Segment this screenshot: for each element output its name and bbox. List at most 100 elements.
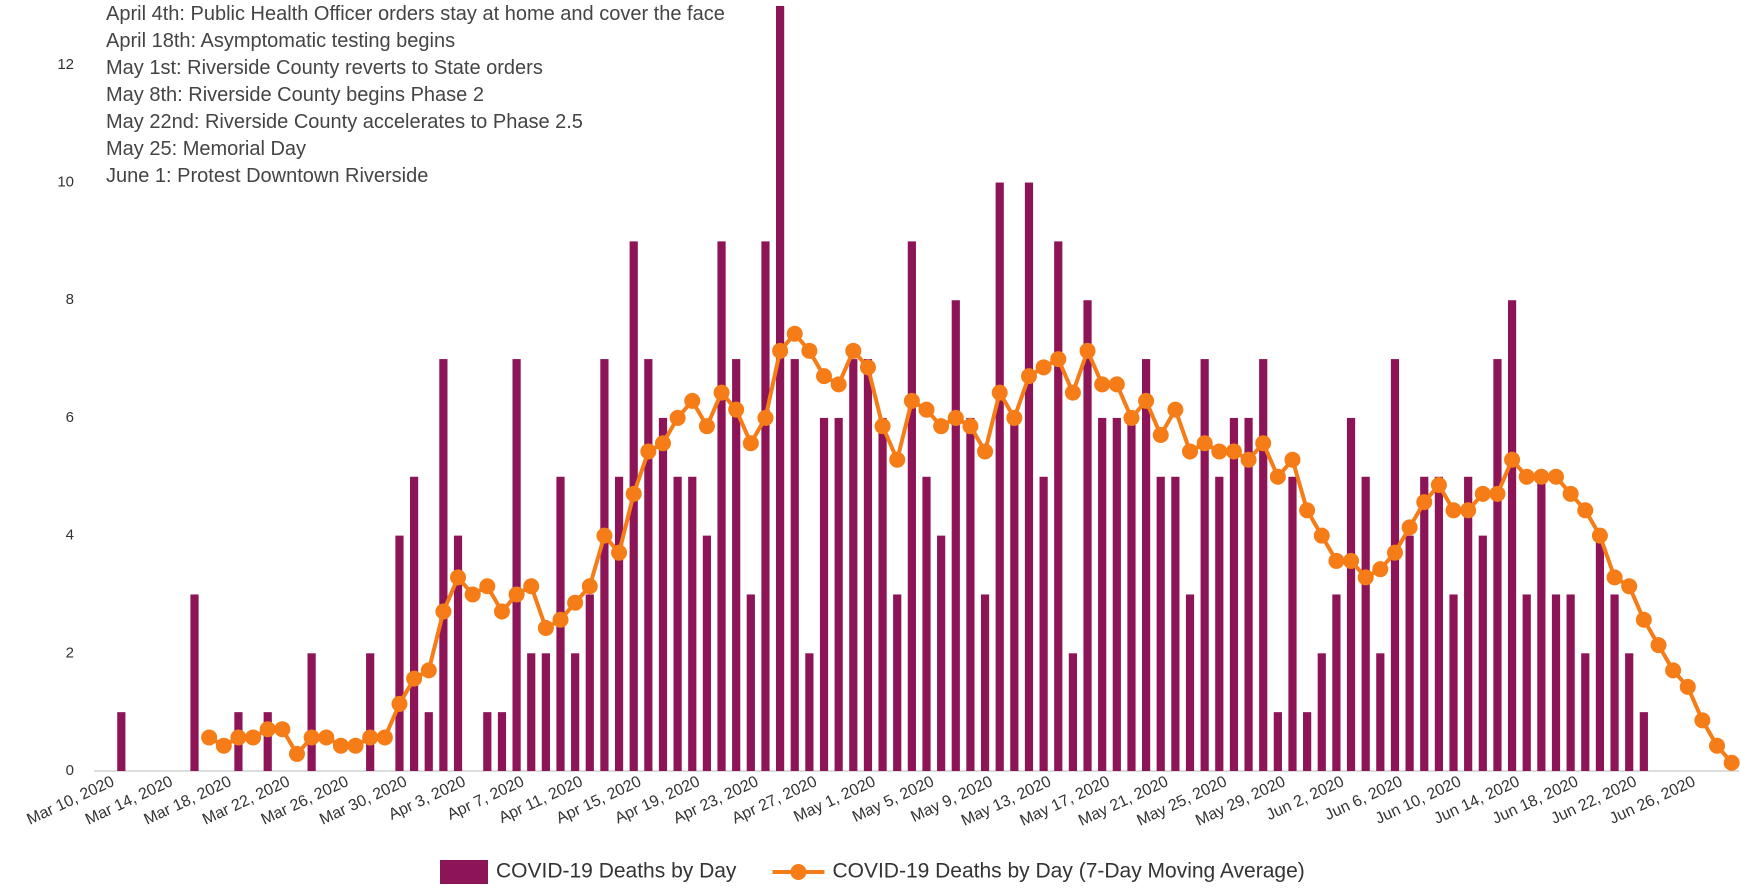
line-point	[1064, 384, 1081, 401]
bar	[1332, 594, 1341, 771]
line-point	[508, 586, 525, 603]
line-point	[859, 359, 876, 376]
line-point	[318, 729, 335, 746]
line-point	[654, 435, 671, 452]
line-point	[1474, 485, 1491, 502]
y-tick-label: 10	[57, 174, 74, 191]
legend-swatch-marker	[790, 864, 807, 880]
bar	[673, 476, 682, 771]
bar	[907, 241, 916, 771]
line-point	[1343, 552, 1360, 569]
line-point	[1635, 611, 1652, 628]
y-tick-label: 2	[66, 644, 74, 661]
line-point	[1225, 443, 1242, 460]
bar	[1039, 476, 1048, 771]
line-point	[1504, 451, 1521, 468]
bar	[395, 535, 404, 771]
line-point	[406, 670, 423, 687]
line-point	[567, 594, 584, 611]
annotation: May 8th: Riverside County begins Phase 2	[106, 84, 484, 106]
line-point	[450, 569, 467, 586]
line-point	[1123, 409, 1140, 426]
line-point	[376, 729, 393, 746]
legend-label: COVID-19 Deaths by Day	[496, 860, 737, 883]
line-point	[1386, 544, 1403, 561]
line-point	[215, 737, 232, 754]
bar	[702, 535, 712, 771]
line-point	[918, 401, 935, 418]
line-point	[274, 721, 291, 738]
bar	[1610, 594, 1619, 771]
line-point	[303, 729, 320, 746]
line-point	[1679, 678, 1696, 695]
bar	[995, 182, 1004, 772]
bar	[527, 653, 536, 771]
annotation: June 1: Protest Downtown Riverside	[106, 165, 428, 187]
line-point	[742, 435, 759, 452]
line-point	[537, 620, 554, 637]
line-point	[259, 721, 276, 738]
line-point	[1006, 409, 1023, 426]
annotation: May 22nd: Riverside County accelerates t…	[106, 111, 583, 133]
line-point	[889, 451, 906, 468]
line-point	[1240, 451, 1257, 468]
line-point	[1299, 502, 1316, 519]
line-point	[1591, 527, 1608, 544]
line-point	[684, 392, 701, 409]
line-point	[1094, 376, 1111, 393]
line-point	[1020, 368, 1037, 385]
line-point	[947, 409, 964, 426]
bar	[1288, 476, 1297, 771]
line-point	[669, 409, 686, 426]
line-point	[962, 418, 979, 435]
bar	[1215, 476, 1224, 771]
line-point	[1211, 443, 1228, 460]
line-point	[1577, 502, 1594, 519]
line-point	[493, 603, 510, 620]
bar	[424, 712, 433, 771]
bar	[893, 594, 902, 771]
bar	[1376, 653, 1385, 771]
line-point	[1665, 662, 1682, 679]
bar	[1024, 182, 1034, 772]
bar	[1141, 359, 1151, 771]
line-point	[1035, 359, 1052, 376]
bar	[1303, 712, 1312, 771]
line-point	[1313, 527, 1330, 544]
line-point	[772, 342, 789, 359]
bar	[746, 594, 755, 771]
line-point	[1694, 712, 1711, 729]
line-point	[479, 578, 496, 595]
line-point	[332, 737, 349, 754]
bar	[614, 476, 624, 771]
line-point	[1196, 435, 1213, 452]
bar	[1405, 535, 1414, 771]
bar	[1010, 417, 1019, 771]
line-point	[757, 409, 774, 426]
legend-label: COVID-19 Deaths by Day (7-Day Moving Ave…	[832, 860, 1304, 883]
y-tick-label: 4	[66, 527, 74, 544]
line-point	[1416, 494, 1433, 511]
bar	[951, 300, 960, 771]
line-point	[245, 729, 262, 746]
bar	[1507, 300, 1517, 771]
y-tick-label: 0	[66, 762, 74, 779]
bar	[1537, 476, 1546, 771]
bar	[966, 417, 975, 771]
bar	[805, 653, 814, 771]
line-point	[874, 418, 891, 435]
line-point	[288, 745, 305, 762]
bar	[1420, 476, 1429, 771]
annotation: May 25: Memorial Day	[106, 138, 306, 160]
bar	[819, 417, 829, 771]
line-point	[1489, 485, 1506, 502]
bar	[600, 359, 609, 771]
line-point	[1152, 426, 1169, 443]
line-point	[1650, 637, 1667, 654]
line-point	[801, 342, 818, 359]
line-point	[1138, 392, 1155, 409]
bar	[117, 712, 126, 771]
bar	[658, 417, 668, 771]
bar	[863, 359, 873, 771]
